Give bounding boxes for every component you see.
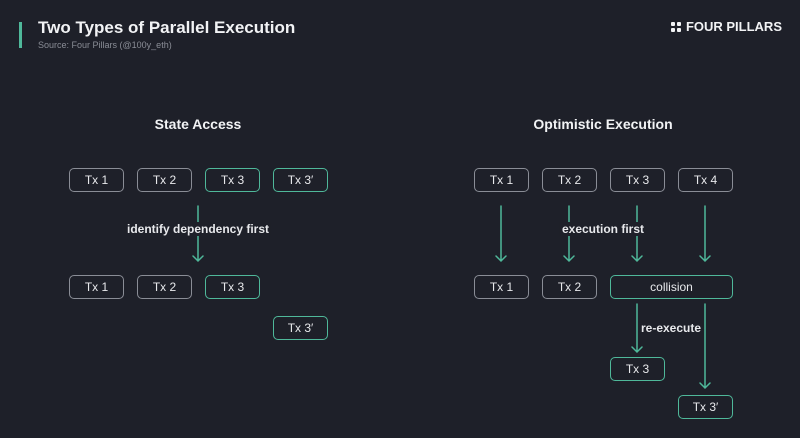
oe-tx1: Tx 1	[474, 168, 529, 192]
oe-tx3: Tx 3	[610, 168, 665, 192]
brand-name: FOUR PILLARS	[685, 19, 782, 34]
oe-tx4: Tx 4	[678, 168, 733, 192]
arrow-reexec-tx3p	[699, 303, 711, 390]
brand-logo: FOUR PILLARS	[670, 19, 782, 34]
oe-out-tx1: Tx 1	[474, 275, 529, 299]
arrow-tx4	[699, 205, 711, 263]
sa-out-tx3-prime: Tx 3′	[273, 316, 328, 340]
oe-out-tx2: Tx 2	[542, 275, 597, 299]
arrow-tx1	[495, 205, 507, 263]
sa-label: identify dependency first	[124, 222, 272, 236]
sa-out-tx3: Tx 3	[205, 275, 260, 299]
page-title: Two Types of Parallel Execution	[38, 18, 296, 37]
sa-tx1: Tx 1	[69, 168, 124, 192]
oe-label-reexecute: re-execute	[638, 321, 704, 335]
optimistic-title: Optimistic Execution	[533, 116, 673, 132]
oe-label-execution: execution first	[559, 222, 647, 236]
source-note: Source: Four Pillars (@100y_eth)	[38, 40, 172, 50]
sa-tx2: Tx 2	[137, 168, 192, 192]
sa-tx3-prime: Tx 3′	[273, 168, 328, 192]
oe-collision: collision	[610, 275, 733, 299]
oe-reexec-tx3-prime: Tx 3′	[678, 395, 733, 419]
sa-out-tx2: Tx 2	[137, 275, 192, 299]
state-access-title: State Access	[154, 116, 242, 132]
accent-bar	[19, 22, 22, 48]
logo-dots-icon	[670, 21, 681, 32]
sa-tx3: Tx 3	[205, 168, 260, 192]
oe-reexec-tx3: Tx 3	[610, 357, 665, 381]
sa-out-tx1: Tx 1	[69, 275, 124, 299]
arrow-reexec-tx3	[631, 303, 643, 354]
oe-tx2: Tx 2	[542, 168, 597, 192]
